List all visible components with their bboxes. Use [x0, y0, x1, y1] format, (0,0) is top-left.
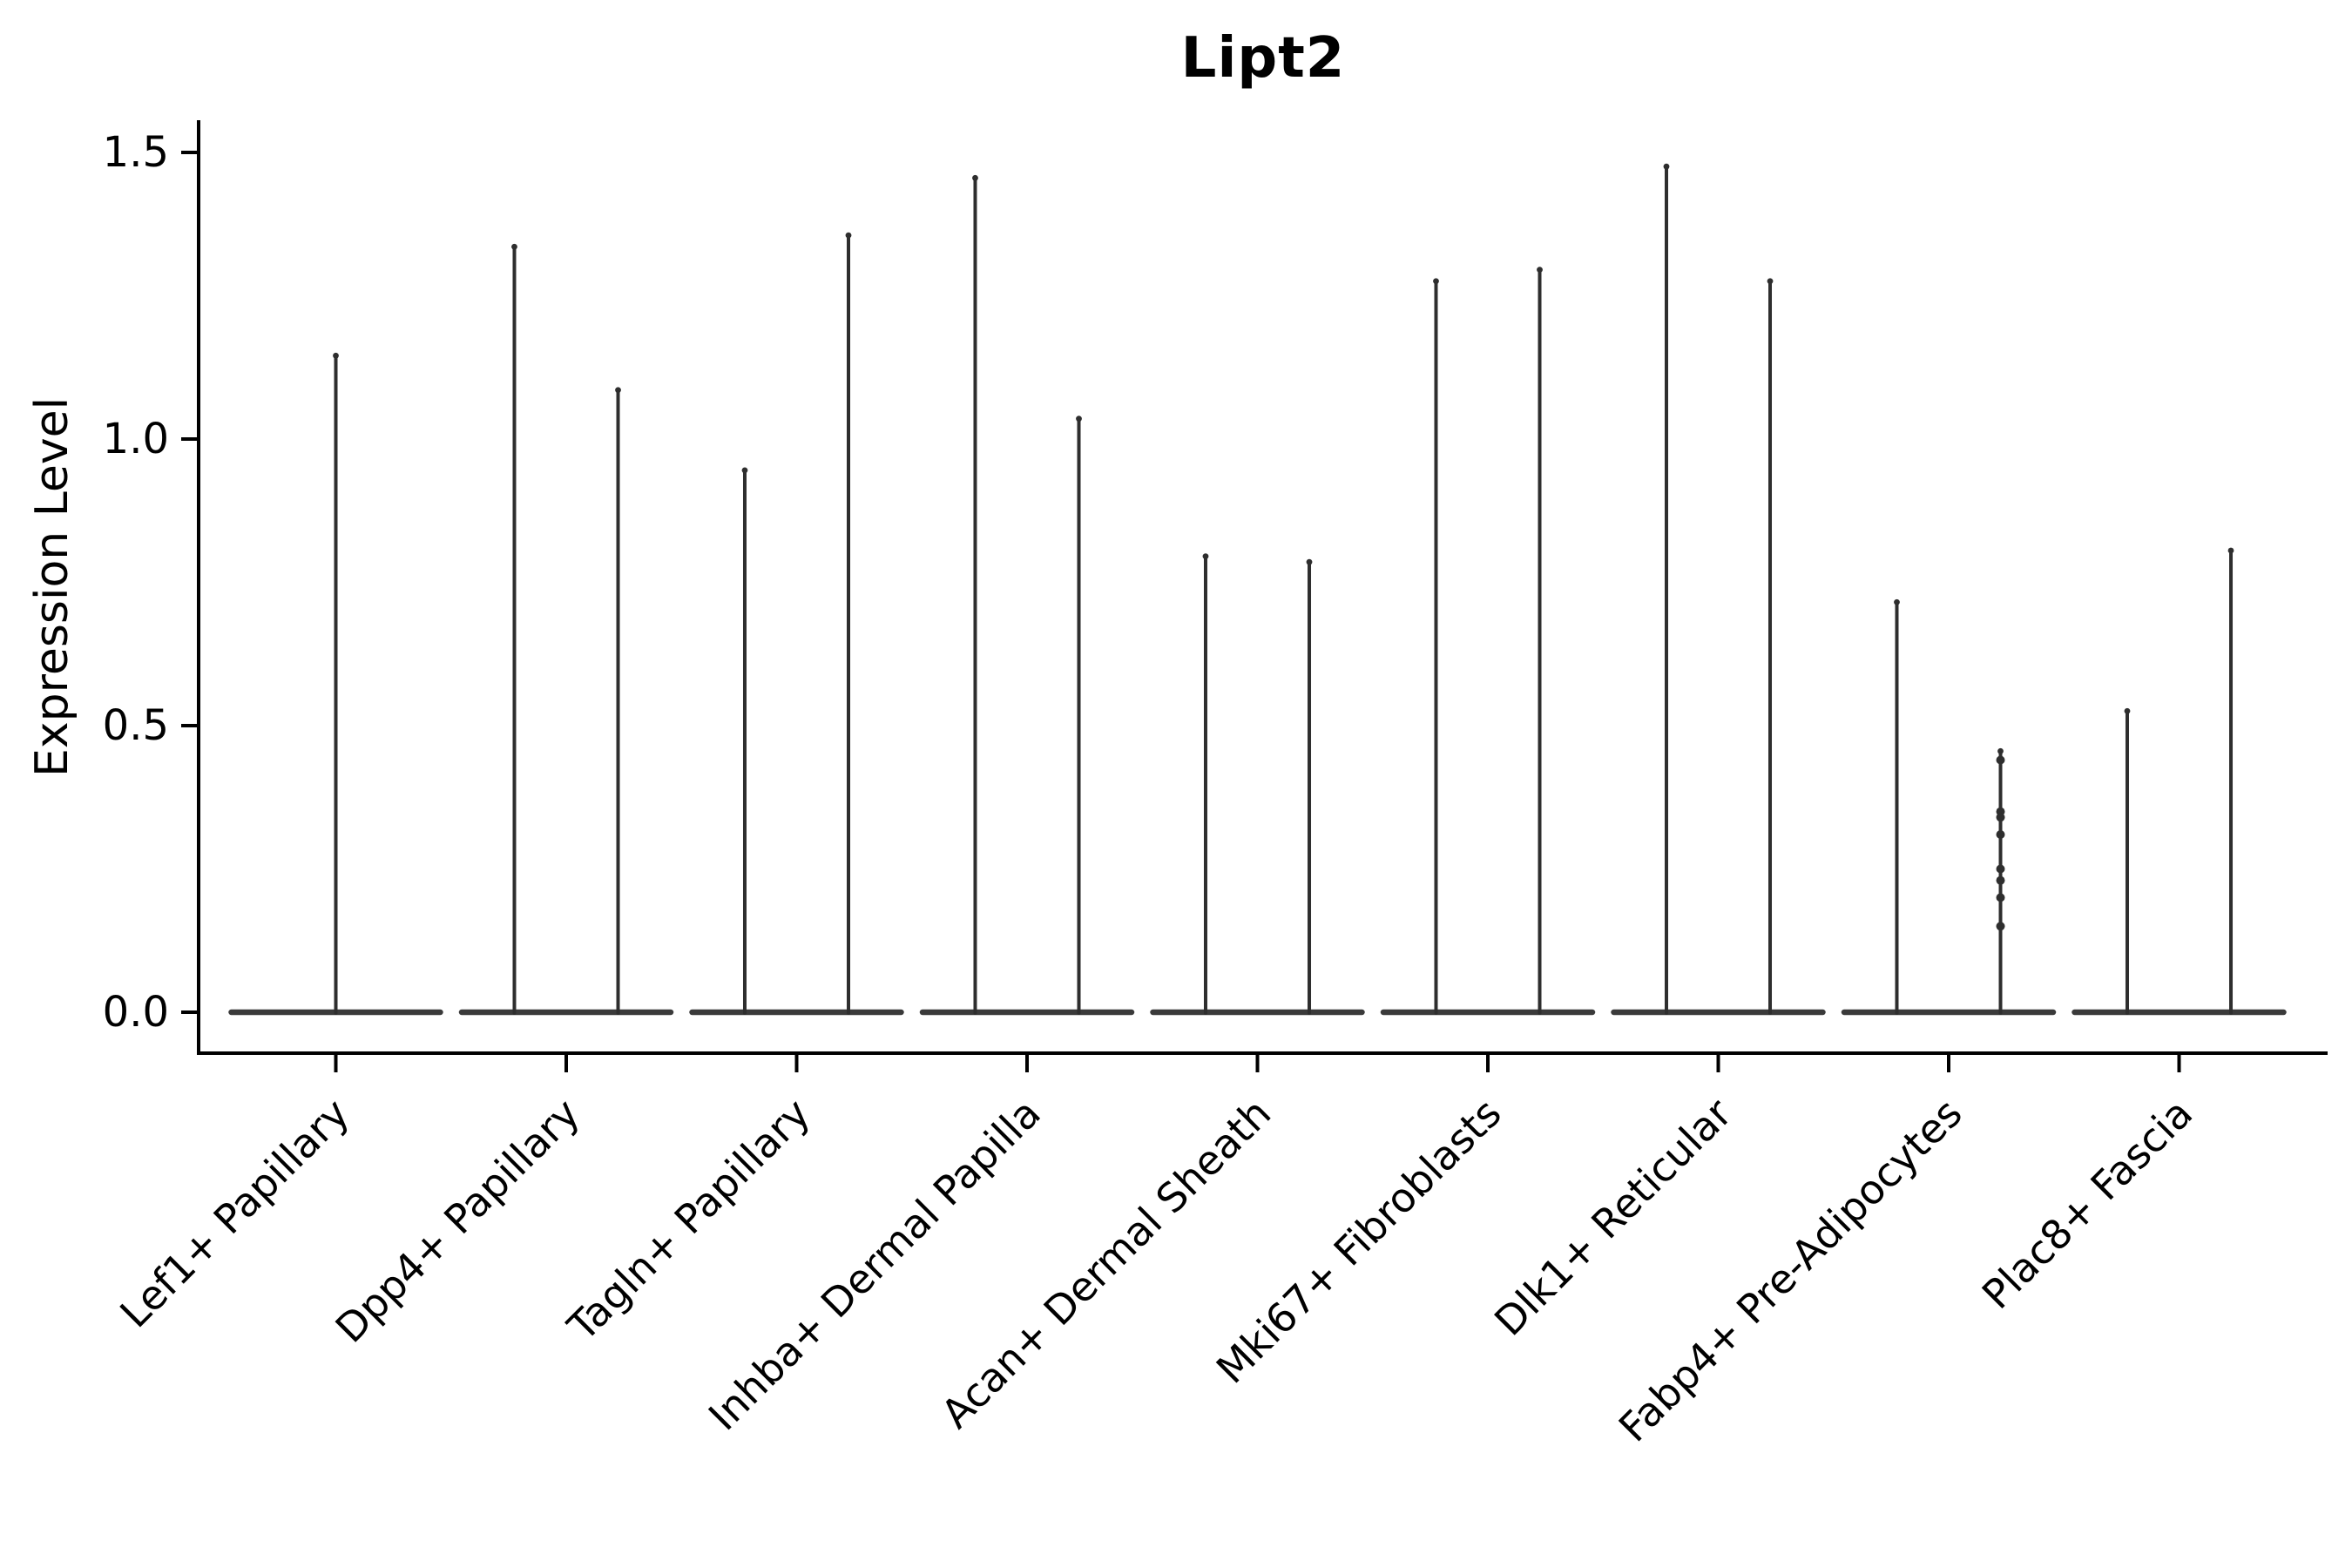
x-tick-label: Tagln+ Papillary: [558, 1090, 820, 1351]
violin-spike-tip: [1663, 163, 1670, 170]
y-tick-label: 1.5: [103, 128, 169, 177]
violin-spike-tip: [2124, 707, 2131, 714]
violin-spike-tip: [511, 243, 517, 250]
jitter-point: [1996, 922, 2005, 931]
violin-spike-tip: [1076, 416, 1082, 422]
violin-spike-tip: [1997, 747, 2004, 754]
jitter-point: [1996, 864, 2005, 874]
violin-spike-tip: [1202, 553, 1209, 559]
y-tick-label: 0.5: [103, 701, 169, 750]
violin-spike-tip: [1306, 558, 1313, 565]
y-tick-label: 0.0: [103, 988, 169, 1037]
jitter-point: [1996, 875, 2005, 885]
x-tick-label: Plac8+ Fascia: [1973, 1090, 2201, 1318]
violin-spike-tip: [845, 232, 852, 239]
violin-spike-tip: [333, 352, 339, 359]
jitter-point: [1996, 893, 2005, 902]
violin-spike-tip: [1433, 278, 1439, 285]
x-tick-label: Dlk1+ Reticular: [1485, 1090, 1740, 1345]
violin-spike-tip: [615, 387, 621, 394]
violin-spike-tip: [2227, 547, 2234, 554]
y-tick-label: 1.0: [103, 415, 169, 463]
x-tick-label: Dpp4+ Papillary: [327, 1090, 589, 1352]
chart-title: Lipt2: [1180, 26, 1346, 91]
x-tick-label: Lef1+ Papillary: [111, 1090, 358, 1337]
violin-spike-tip: [1537, 267, 1543, 273]
violin-spike-tip: [972, 174, 978, 181]
jitter-point: [1996, 813, 2005, 822]
violin-spike-tip: [1894, 598, 1900, 605]
jitter-point: [1996, 830, 2005, 840]
violin-spike-tip: [741, 467, 748, 474]
violin-spike-tip: [1767, 278, 1774, 285]
jitter-point: [1996, 755, 2005, 765]
